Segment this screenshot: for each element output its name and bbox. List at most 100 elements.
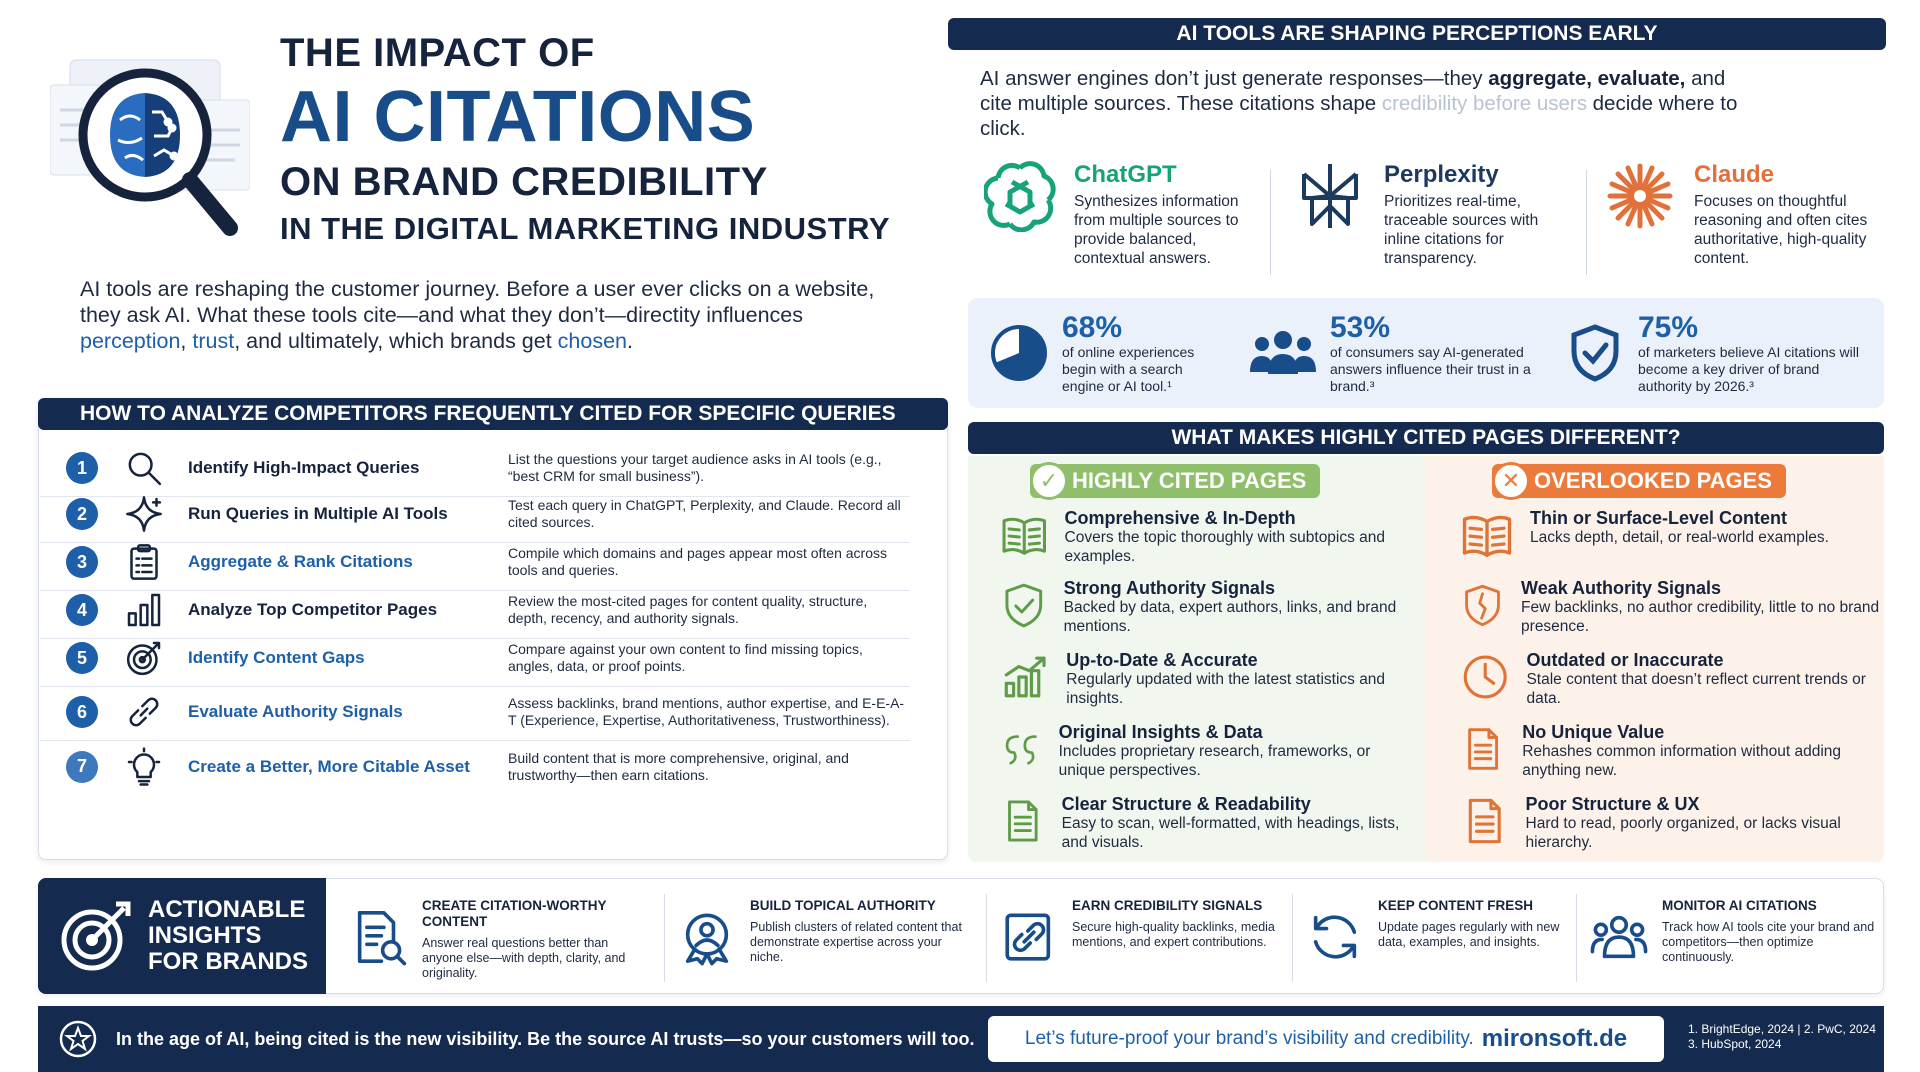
highly-cited-item: Original Insights & Data Includes proprie… bbox=[1000, 722, 1420, 788]
hero-intro-text: AI tools are reshaping the customer jour… bbox=[80, 276, 900, 354]
step-title: Identify High-Impact Queries bbox=[188, 458, 420, 477]
perc-intro-part-1: AI answer engines don’t just generate re… bbox=[980, 67, 1489, 90]
insight-item: EARN CREDIBILITY SIGNALS Secure high-qual… bbox=[1000, 890, 1290, 986]
cmp-desc: Includes proprietary research, framework… bbox=[1058, 743, 1371, 779]
insight-item: CREATE CITATION-WORTHY CONTENT Answer rea… bbox=[350, 890, 650, 986]
star-badge-icon bbox=[59, 1020, 97, 1058]
cmp-text: No Unique Value Rehashes common informati… bbox=[1522, 722, 1880, 788]
cta-text: Let’s future-proof your brand’s visibili… bbox=[1024, 1028, 1474, 1049]
tool-claude: Claude Focuses on thoughtful reasoning a… bbox=[1604, 160, 1884, 278]
sparkle-icon bbox=[126, 496, 162, 532]
insight-title: CREATE CITATION-WORTHY CONTENT bbox=[422, 898, 607, 929]
intro-highlight-perception: perception bbox=[80, 329, 181, 353]
tool-desc: Synthesizes information from multiple so… bbox=[1074, 193, 1239, 267]
insight-icon-wrap bbox=[1000, 908, 1060, 968]
insight-body: EARN CREDIBILITY SIGNALS Secure high-qual… bbox=[1072, 898, 1286, 950]
intro-end: . bbox=[627, 329, 633, 353]
cmp-title: Poor Structure & UX bbox=[1525, 794, 1700, 814]
people-group-icon bbox=[1590, 915, 1648, 959]
step-number: 1 bbox=[66, 452, 98, 484]
title-line-3: ON BRAND CREDIBILITY bbox=[280, 160, 768, 204]
stat-desc: of marketers believe AI citations will b… bbox=[1638, 343, 1859, 394]
step-title: Create a Better, More Citable Asset bbox=[188, 756, 470, 776]
overlooked-text: OVERLOOKED PAGES bbox=[1534, 468, 1772, 493]
title-line-4: IN THE DIGITAL MARKETING INDUSTRY bbox=[280, 211, 891, 246]
bar-chart-icon bbox=[127, 593, 161, 627]
perceptions-intro: AI answer engines don’t just generate re… bbox=[980, 66, 1760, 141]
intro-part-1: AI tools are reshaping the customer jour… bbox=[80, 277, 875, 327]
overlooked-item: Outdated or Inaccurate Stale content that… bbox=[1460, 650, 1880, 716]
comparison-heading: WHAT MAKES HIGHLY CITED PAGES DIFFERENT? bbox=[968, 422, 1884, 454]
ref-line: 3. HubSpot, 2024 bbox=[1688, 1037, 1782, 1051]
insight-body: KEEP CONTENT FRESH Update pages regularly… bbox=[1378, 898, 1572, 950]
step-number: 7 bbox=[66, 750, 98, 783]
insight-icon-wrap bbox=[678, 908, 738, 968]
cmp-desc: Stale content that doesn’t reflect curre… bbox=[1526, 671, 1866, 707]
perc-intro-faded: credibility before users bbox=[1381, 92, 1587, 115]
stat-value: 68% bbox=[1062, 310, 1123, 344]
brain-magnifier-illustration bbox=[49, 40, 251, 240]
highly-cited-item: Clear Structure & Readability Easy to sca… bbox=[1000, 794, 1420, 860]
cmp-desc: Regularly updated with the latest statis… bbox=[1066, 671, 1386, 707]
divider bbox=[664, 894, 665, 982]
footer-bar: In the age of AI, being cited is the new… bbox=[38, 1006, 1884, 1072]
insight-icon-wrap bbox=[350, 908, 410, 968]
tool-perplexity: Perplexity Prioritizes real-time, tracea… bbox=[1294, 160, 1574, 278]
step-row: 1 Identify High-Impact Queries List the qu… bbox=[40, 440, 910, 497]
cta-box[interactable]: Let’s future-proof your brand’s visibili… bbox=[988, 1016, 1664, 1062]
cmp-text: Original Insights & Data Includes proprie… bbox=[1059, 722, 1420, 788]
cmp-desc: Few backlinks, no author credibility, li… bbox=[1521, 599, 1880, 635]
link-icon bbox=[129, 697, 159, 727]
title-line-2: AI CITATIONS bbox=[280, 77, 756, 157]
perc-intro-part-3: decide where to click. bbox=[980, 92, 1738, 140]
tool-desc: Prioritizes real-time, traceable sources… bbox=[1384, 193, 1539, 267]
shield-check-icon bbox=[1005, 583, 1043, 628]
step-row: 2 Run Queries in Multiple AI Tools Test ea… bbox=[40, 486, 910, 543]
step-desc: Review the most-cited pages for content … bbox=[508, 593, 868, 626]
step-icon-wrap bbox=[122, 690, 166, 734]
insight-desc: Publish clusters of related content that… bbox=[750, 920, 962, 964]
tool-name: Perplexity bbox=[1384, 161, 1499, 188]
highly-cited-item: Up-to-Date & Accurate Regularly updated w… bbox=[1000, 650, 1420, 716]
actionable-insights-label: ACTIONABLE INSIGHTS FOR BRANDS bbox=[148, 897, 308, 975]
target-icon bbox=[126, 641, 161, 676]
quote-icon bbox=[1005, 735, 1037, 765]
step-icon-wrap bbox=[122, 636, 166, 680]
cmp-text: Outdated or Inaccurate Stale content that… bbox=[1526, 650, 1880, 716]
competitor-analysis-card bbox=[38, 398, 948, 860]
tool-desc: Focuses on thoughtful reasoning and ofte… bbox=[1694, 193, 1868, 267]
step-number: 6 bbox=[66, 696, 98, 728]
broken-shield-icon bbox=[1465, 584, 1500, 627]
step-row: 7 Create a Better, More Citable Asset Buil… bbox=[40, 738, 910, 795]
insight-body: MONITOR AI CITATIONS Track how AI tools c… bbox=[1662, 898, 1876, 965]
link-document-icon bbox=[1005, 913, 1051, 961]
step-row: 3 Aggregate & Rank Citations Compile which… bbox=[40, 534, 910, 591]
highly-cited-text: HIGHLY CITED PAGES bbox=[1072, 468, 1307, 493]
target-arrow-icon bbox=[61, 901, 131, 971]
document-search-icon bbox=[357, 911, 407, 966]
step-icon-wrap bbox=[122, 588, 166, 632]
step-row: 5 Identify Content Gaps Compare against yo… bbox=[40, 630, 910, 687]
cmp-title: Up-to-Date & Accurate bbox=[1066, 650, 1258, 670]
step-title: Aggregate & Rank Citations bbox=[188, 552, 413, 571]
insight-icon-wrap bbox=[1306, 908, 1366, 968]
cta-domain-link[interactable]: mironsoft.de bbox=[1481, 1025, 1628, 1052]
footnote-references: 1. BrightEdge, 2024 | 2. PwC, 2024 3. Hu… bbox=[1688, 1022, 1876, 1052]
perc-intro-part-2: and cite multiple sources. These citatio… bbox=[980, 67, 1726, 115]
stat-desc: of consumers say AI-generated answers in… bbox=[1330, 343, 1531, 394]
highly-cited-item: Strong Authority Signals Backed by data, … bbox=[1000, 578, 1420, 644]
insight-title: BUILD TOPICAL AUTHORITY bbox=[750, 898, 936, 913]
cmp-text: Thin or Surface-Level Content Lacks depth… bbox=[1530, 508, 1829, 574]
cmp-title: Thin or Surface-Level Content bbox=[1530, 508, 1788, 528]
cmp-title: Strong Authority Signals bbox=[1063, 578, 1275, 598]
intro-highlight-trust: trust bbox=[192, 329, 235, 353]
cmp-desc: Rehashes common information without addi… bbox=[1522, 743, 1842, 779]
refresh-icon bbox=[1313, 915, 1357, 959]
step-title: Identify Content Gaps bbox=[188, 648, 365, 667]
page-title: THE IMPACT OF AI CITATIONS ON BRAND CRED… bbox=[280, 30, 920, 252]
perplexity-logo-icon bbox=[1302, 164, 1358, 228]
title-line-1: THE IMPACT OF bbox=[280, 31, 595, 75]
cmp-title: Original Insights & Data bbox=[1058, 722, 1263, 742]
insight-body: BUILD TOPICAL AUTHORITY Publish clusters … bbox=[750, 898, 974, 965]
intro-sep-1: , bbox=[180, 329, 193, 353]
